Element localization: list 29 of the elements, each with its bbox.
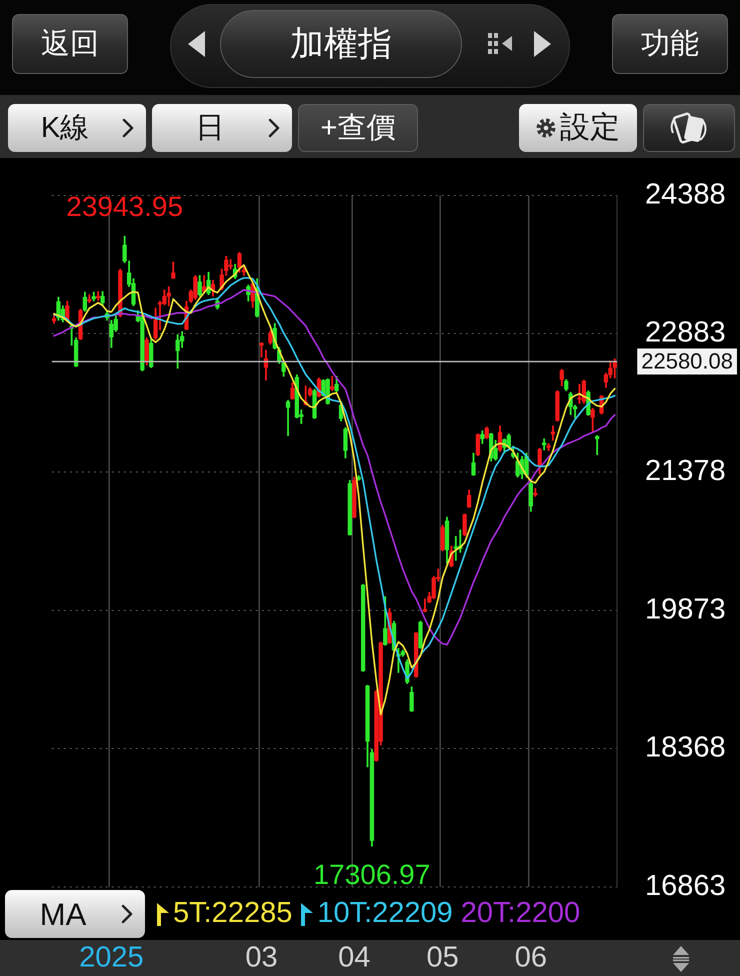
y-tick-label: 22883 (645, 316, 726, 349)
rotate-button[interactable] (643, 104, 735, 152)
period-button[interactable]: 日 (152, 104, 292, 152)
x-tick-label: 03 (245, 941, 278, 974)
chart-title: 加權指 (290, 25, 392, 63)
legend-label: 10T:22209 (316, 897, 453, 930)
back-button[interactable]: 返回 (12, 14, 128, 74)
x-tick-label: 05 (426, 941, 459, 974)
y-tick-label: 19873 (645, 593, 726, 626)
annotation: 17306.97 (314, 858, 430, 890)
y-tick-label: 24388 (645, 178, 726, 210)
x-tick-label: 06 (514, 941, 548, 974)
chart-type-button[interactable]: K線 (8, 104, 146, 152)
candlestick (286, 400, 290, 436)
function-button[interactable]: 功能 (612, 14, 728, 74)
candlestick (595, 435, 600, 456)
x-tick-label: 04 (338, 941, 370, 974)
x-tick-label: 2025 (79, 941, 144, 974)
y-tick-label: 16863 (645, 870, 726, 902)
title-button[interactable]: 加權指 (220, 10, 462, 78)
text: 20T:2200 (460, 897, 580, 930)
legend-label: 5T:22285 (172, 897, 292, 930)
y-tick-label: 21378 (645, 455, 726, 488)
ref-line-label: 22580.08 (641, 348, 734, 374)
y-tick-label: 18368 (645, 732, 726, 764)
ma-button[interactable]: MA (5, 890, 145, 938)
settings-button[interactable]: 設定 (519, 104, 637, 152)
annotation: 23943.95 (66, 190, 184, 222)
quote-button[interactable]: +查價 (298, 104, 418, 152)
